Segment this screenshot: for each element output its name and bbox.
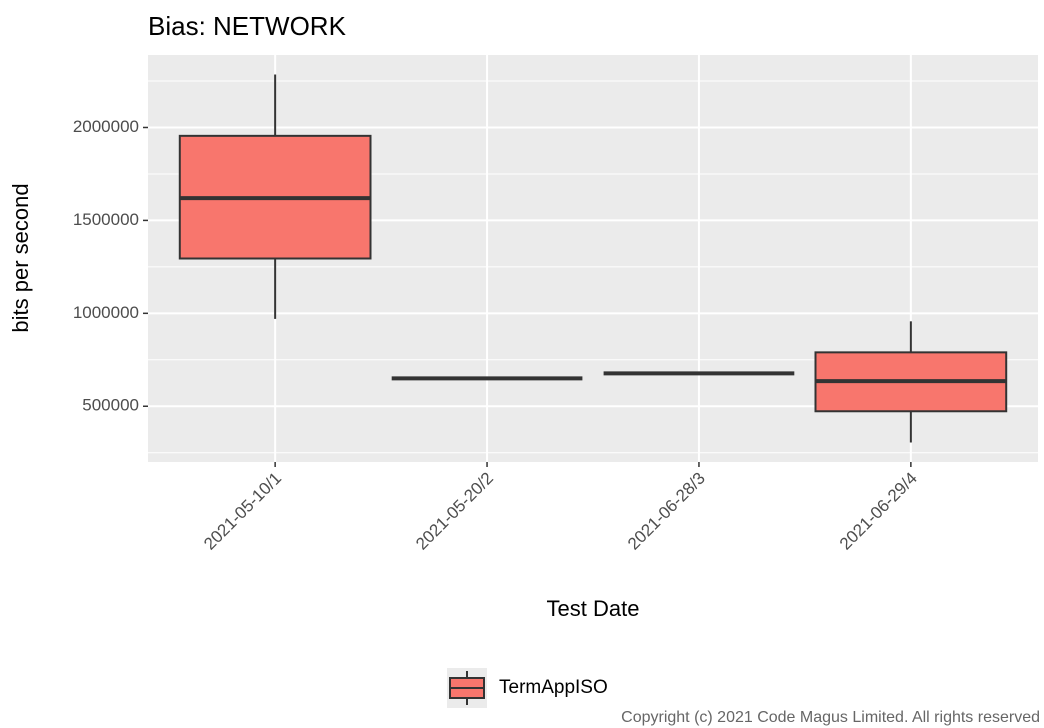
- chart-title: Bias: NETWORK: [148, 11, 347, 41]
- y-tick-label: 500000: [82, 396, 139, 415]
- y-axis-label: bits per second: [8, 183, 33, 332]
- x-axis-label: Test Date: [547, 596, 640, 621]
- x-tick-label: 2021-06-28/3: [624, 469, 709, 554]
- y-tick-label: 2000000: [73, 117, 139, 136]
- x-tick-label: 2021-05-20/2: [412, 469, 497, 554]
- y-tick-label: 1500000: [73, 210, 139, 229]
- legend-label: TermAppISO: [499, 677, 608, 698]
- x-tick-label: 2021-05-10/1: [200, 469, 285, 554]
- x-tick-label: 2021-06-29/4: [836, 469, 921, 554]
- footer: Copyright (c) 2021 Code Magus Limited. A…: [621, 709, 1040, 726]
- y-tick-label: 1000000: [73, 303, 139, 322]
